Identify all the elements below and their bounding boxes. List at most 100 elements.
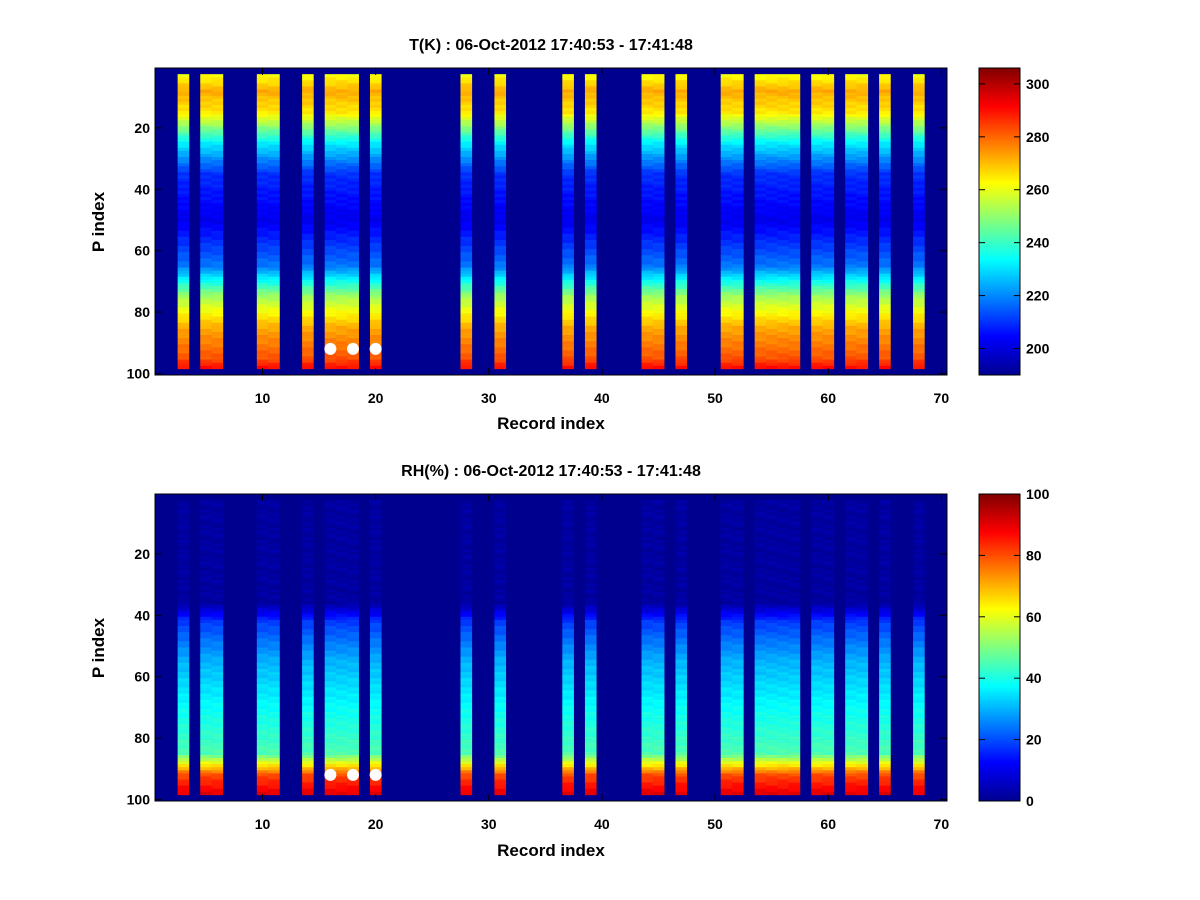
humidity-cell — [324, 626, 337, 630]
temperature-cell — [856, 341, 869, 345]
temperature-cell — [856, 319, 869, 324]
temperature-cell — [913, 298, 925, 302]
humidity-cell — [200, 536, 212, 541]
temperature-cell — [765, 138, 778, 142]
humidity-cell — [211, 791, 224, 796]
temperature-cell — [336, 356, 348, 360]
humidity-cell — [494, 681, 507, 685]
humidity-cell — [562, 558, 574, 562]
humidity-cell — [268, 687, 280, 691]
humidity-cell — [494, 776, 507, 780]
temperature-cell — [822, 181, 835, 185]
temperature-cell — [347, 338, 359, 342]
humidity-cell — [336, 555, 348, 559]
humidity-cell — [562, 644, 574, 648]
temperature-cell — [324, 246, 337, 250]
humidity-cell — [268, 785, 280, 790]
temperature-cell — [302, 86, 314, 90]
humidity-cell — [211, 524, 224, 529]
humidity-cell — [211, 549, 224, 553]
temperature-cell — [302, 83, 314, 87]
temperature-cell — [856, 301, 869, 305]
humidity-cell — [460, 619, 473, 624]
temperature-cell — [268, 203, 280, 207]
temperature-cell — [675, 289, 688, 293]
temperature-cell — [268, 175, 280, 179]
temperature-cell — [777, 310, 789, 314]
temperature-cell — [675, 335, 688, 339]
temperature-cell — [584, 74, 597, 78]
humidity-cell — [675, 662, 688, 667]
temperature-cell — [177, 132, 190, 136]
temperature-cell — [856, 147, 869, 152]
humidity-cell — [652, 758, 665, 762]
humidity-cell — [584, 693, 597, 697]
temperature-cell — [913, 129, 925, 133]
humidity-cell — [268, 672, 280, 676]
temperature-cell — [641, 206, 654, 210]
humidity-cell — [584, 656, 597, 661]
temperature-cell — [302, 252, 314, 256]
humidity-cell — [641, 622, 654, 627]
humidity-cell — [347, 586, 359, 590]
humidity-cell — [200, 767, 212, 771]
temperature-cell — [494, 178, 507, 182]
temperature-cell — [732, 264, 744, 268]
humidity-cell — [347, 543, 359, 547]
humidity-cell — [584, 776, 597, 780]
temperature-cell — [856, 77, 869, 81]
humidity-cell — [460, 579, 473, 584]
temperature-cell — [811, 132, 823, 136]
humidity-cell — [777, 573, 789, 578]
humidity-cell — [720, 635, 733, 639]
temperature-cell — [562, 270, 574, 274]
temperature-cell — [879, 270, 891, 274]
temperature-cell — [777, 273, 789, 278]
temperature-cell — [324, 110, 337, 115]
temperature-cell — [347, 153, 359, 158]
temperature-cell — [777, 160, 789, 164]
temperature-cell — [460, 313, 473, 317]
humidity-cell — [324, 619, 337, 624]
humidity-cell — [460, 573, 473, 578]
humidity-cell — [675, 678, 688, 682]
humidity-cell — [302, 782, 314, 786]
humidity-cell — [765, 696, 778, 700]
temperature-cell — [720, 301, 733, 305]
humidity-cell — [777, 644, 789, 648]
humidity-cell — [562, 573, 574, 578]
temperature-cell — [562, 110, 574, 115]
humidity-cell — [302, 629, 314, 633]
temperature-cell — [845, 221, 857, 225]
temperature-cell — [336, 249, 348, 253]
temperature-cell — [584, 319, 597, 324]
temperature-cell — [211, 89, 224, 93]
humidity-cell — [256, 785, 269, 790]
humidity-cell — [754, 530, 767, 535]
temperature-cell — [584, 328, 597, 333]
temperature-cell — [336, 117, 348, 121]
temperature-cell — [675, 126, 688, 130]
humidity-cell — [732, 564, 744, 568]
temperature-cell — [460, 120, 473, 124]
humidity-cell — [336, 610, 348, 615]
humidity-cell — [200, 779, 212, 783]
humidity-cell — [200, 742, 212, 747]
humidity-cell — [732, 635, 744, 639]
humidity-cell — [369, 509, 382, 513]
humidity-cell — [641, 715, 654, 719]
temperature-cell — [720, 261, 733, 265]
humidity-cell — [347, 678, 359, 682]
humidity-cell — [211, 785, 224, 790]
temperature-cell — [302, 301, 314, 305]
temperature-cell — [641, 98, 654, 103]
humidity-cell — [211, 521, 224, 525]
temperature-cell — [562, 123, 574, 127]
temperature-cell — [675, 359, 688, 364]
temperature-record-column — [788, 74, 801, 370]
temperature-cell — [256, 181, 269, 185]
temperature-cell — [913, 203, 925, 207]
temperature-cell — [765, 101, 778, 106]
humidity-cell — [302, 742, 314, 747]
humidity-cell — [268, 558, 280, 562]
